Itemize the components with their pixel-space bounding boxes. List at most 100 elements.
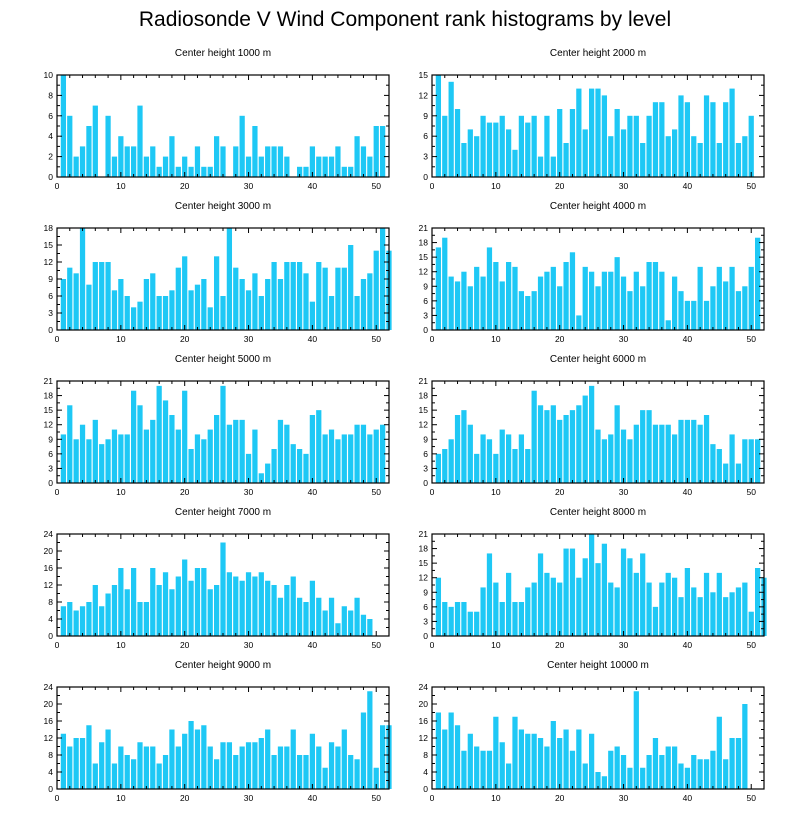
x-tick-label: 20 [180,334,190,344]
histogram-bar [67,746,73,789]
histogram-bar [316,262,322,330]
histogram-bar [124,755,130,789]
histogram-bar [360,146,367,177]
histogram-bar [518,434,525,483]
histogram-bar [322,610,328,636]
histogram-bar [569,750,576,789]
histogram-bar [665,572,671,636]
histogram-panel: Center height 7000 m 0 10 20 30 40 50 0 4 8 12 16 20… [44,507,390,650]
x-tick-label: 20 [555,487,565,497]
histogram-bar [678,95,684,177]
y-tick-label: 3 [423,463,428,473]
histogram-bar [557,286,563,330]
histogram-bar [105,115,111,177]
x-tick-label: 30 [244,487,254,497]
histogram-bar [703,300,710,330]
histogram-bar [493,582,499,636]
histogram-bar [595,286,601,330]
histogram-bar [723,463,729,483]
histogram-panel: Center height 6000 m 0 10 20 30 40 50 0 3 6 9 12 15 1… [419,354,765,497]
histogram-bar [646,410,652,483]
y-tick-label: 0 [423,172,428,182]
histogram-bar [537,553,544,636]
histogram-bar [620,429,627,483]
histogram-bar [691,300,697,330]
histogram-bar [303,602,309,636]
histogram-bar [646,582,652,636]
histogram-bar [99,444,105,483]
y-tick-label: 3 [48,463,53,473]
histogram-bar [322,156,328,177]
histogram-bar [290,444,296,483]
y-tick-label: 18 [419,391,429,401]
y-tick-label: 8 [48,597,53,607]
histogram-bar [354,759,360,789]
histogram-bar [150,568,156,636]
histogram-bar [697,759,703,789]
histogram-bar [697,143,703,177]
histogram-bar [454,415,461,483]
x-tick-label: 50 [746,640,756,650]
panel-title: Center height 1000 m [175,48,271,59]
histogram-bar [506,763,512,789]
histogram-bar [512,149,518,177]
y-tick-label: 12 [44,733,54,743]
histogram-bar [729,738,735,789]
histogram-bar [99,742,105,789]
histogram-bar [233,146,239,177]
histogram-bar [716,143,722,177]
x-tick-label: 50 [746,793,756,803]
y-tick-label: 0 [48,325,53,335]
histogram-bar [627,767,633,789]
y-tick-label: 18 [419,238,429,248]
x-tick-label: 40 [308,334,318,344]
histogram-bar [373,767,379,789]
histogram-bar [582,129,588,177]
histogram-bar [435,453,442,483]
histogram-bar [518,291,525,330]
histogram-bar [659,582,665,636]
histogram-bar [265,729,271,789]
histogram-bar [284,424,290,483]
histogram-bar [550,721,556,789]
histogram-bar [265,463,271,483]
histogram-bar [576,405,582,483]
panel-title: Center height 5000 m [175,354,271,365]
y-tick-label: 4 [423,767,428,777]
histogram-bar [442,449,448,483]
histogram-bar [79,424,86,483]
histogram-bar [659,102,665,177]
histogram-bar [271,262,277,330]
y-tick-label: 16 [44,563,54,573]
histogram-bar [92,419,98,483]
histogram-bar [614,257,620,330]
histogram-bar [367,273,373,330]
x-tick-label: 20 [180,793,190,803]
histogram-bar [563,262,569,330]
histogram-bar [454,602,461,636]
histogram-bar [684,102,691,177]
histogram-bar [360,424,367,483]
y-tick-label: 6 [423,296,428,306]
x-tick-label: 50 [371,334,381,344]
y-tick-label: 12 [44,420,54,430]
histogram-bar [729,88,735,177]
histogram-bar [589,271,595,330]
histogram-bar [589,385,595,483]
y-tick-label: 18 [44,223,54,233]
histogram-bar [137,405,143,483]
histogram-bar [461,750,467,789]
histogram-bar [367,619,373,636]
histogram-bar [691,136,697,177]
histogram-bar [710,592,716,636]
histogram-bar [380,126,386,177]
histogram-bar [493,716,499,789]
histogram-bar [633,115,639,177]
histogram-bar [322,434,328,483]
histogram-bar [435,247,442,330]
histogram-bar [474,453,480,483]
y-tick-label: 21 [44,376,54,386]
histogram-bar [207,429,213,483]
histogram-bar [672,276,678,330]
histogram-bar [226,742,233,789]
